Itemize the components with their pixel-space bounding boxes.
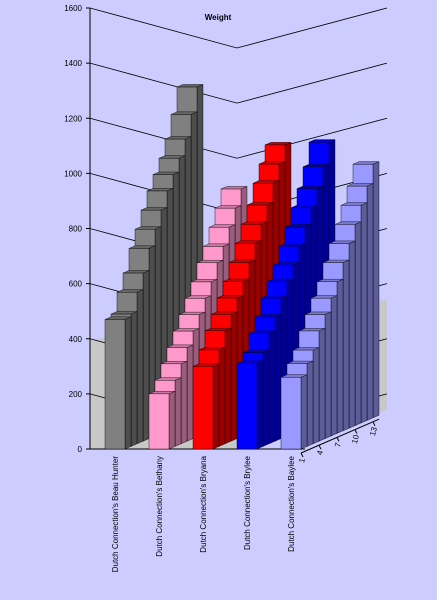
bar-side [124, 316, 132, 450]
depth-tick [300, 452, 304, 458]
bar-side [180, 360, 188, 445]
bar-side [168, 390, 176, 450]
bar-side [330, 295, 338, 437]
depth-tick [372, 421, 376, 427]
bar-side [318, 328, 326, 442]
legend-label: Dutch Connection's Bethany [155, 456, 164, 557]
bar-side [306, 360, 314, 447]
bar-side [262, 349, 270, 447]
bar-side [372, 161, 380, 419]
depth-axis [300, 418, 380, 454]
grid-line [89, 7, 388, 49]
bar-side [336, 278, 344, 434]
legend-label: Dutch Connection's Baylee [287, 455, 296, 551]
y-tick-label: 0 [78, 445, 83, 454]
legend-label: Dutch Connection's Brylee [243, 455, 252, 550]
y-tick-label: 600 [69, 280, 83, 289]
bar-side [212, 363, 220, 450]
y-tick-label: 800 [69, 225, 83, 234]
bar [148, 393, 170, 450]
bar [236, 363, 258, 450]
depth-tick [318, 444, 322, 450]
bar-side [130, 311, 138, 447]
bar-side [274, 314, 282, 442]
grid-line [89, 117, 388, 159]
bar-side [324, 311, 332, 439]
bar-side [300, 374, 308, 450]
bar [104, 319, 126, 450]
bar-side [174, 377, 182, 447]
y-tick-label: 1600 [64, 4, 82, 13]
y-tick-label: 1200 [64, 114, 82, 123]
legend-label: Dutch Connection's Bryana [199, 455, 208, 552]
bar-side [224, 327, 232, 445]
bar-side [230, 311, 238, 442]
grid-line [89, 62, 388, 104]
y-tick-label: 1400 [64, 59, 82, 68]
bar-side [354, 221, 362, 426]
depth-tick [336, 437, 340, 442]
depth-tick [354, 429, 358, 434]
bar-side [256, 360, 264, 450]
depth-tick-label: 10 [350, 433, 361, 444]
legend-label: Dutch Connection's Beau Hunter [111, 456, 120, 573]
bar-side [342, 259, 350, 432]
bar-side [218, 347, 226, 447]
bar [280, 377, 302, 450]
bar-side [348, 240, 356, 429]
depth-tick-label: 4 [315, 449, 325, 456]
depth-tick-label: 13 [368, 425, 379, 436]
bar-side [312, 347, 320, 445]
y-tick-label: 400 [69, 335, 83, 344]
depth-tick-label: 1 [297, 457, 307, 464]
bar-side [360, 202, 368, 424]
bar-side [136, 289, 144, 445]
bar-side [186, 344, 194, 442]
y-tick-label: 200 [69, 390, 83, 399]
chart-title: Weight [205, 13, 232, 22]
bar-side [142, 270, 150, 442]
bar-side [366, 183, 374, 421]
y-tick-label: 1000 [64, 169, 82, 178]
bar [192, 366, 214, 450]
bar-side [268, 330, 276, 445]
depth-tick-label: 7 [333, 441, 343, 448]
